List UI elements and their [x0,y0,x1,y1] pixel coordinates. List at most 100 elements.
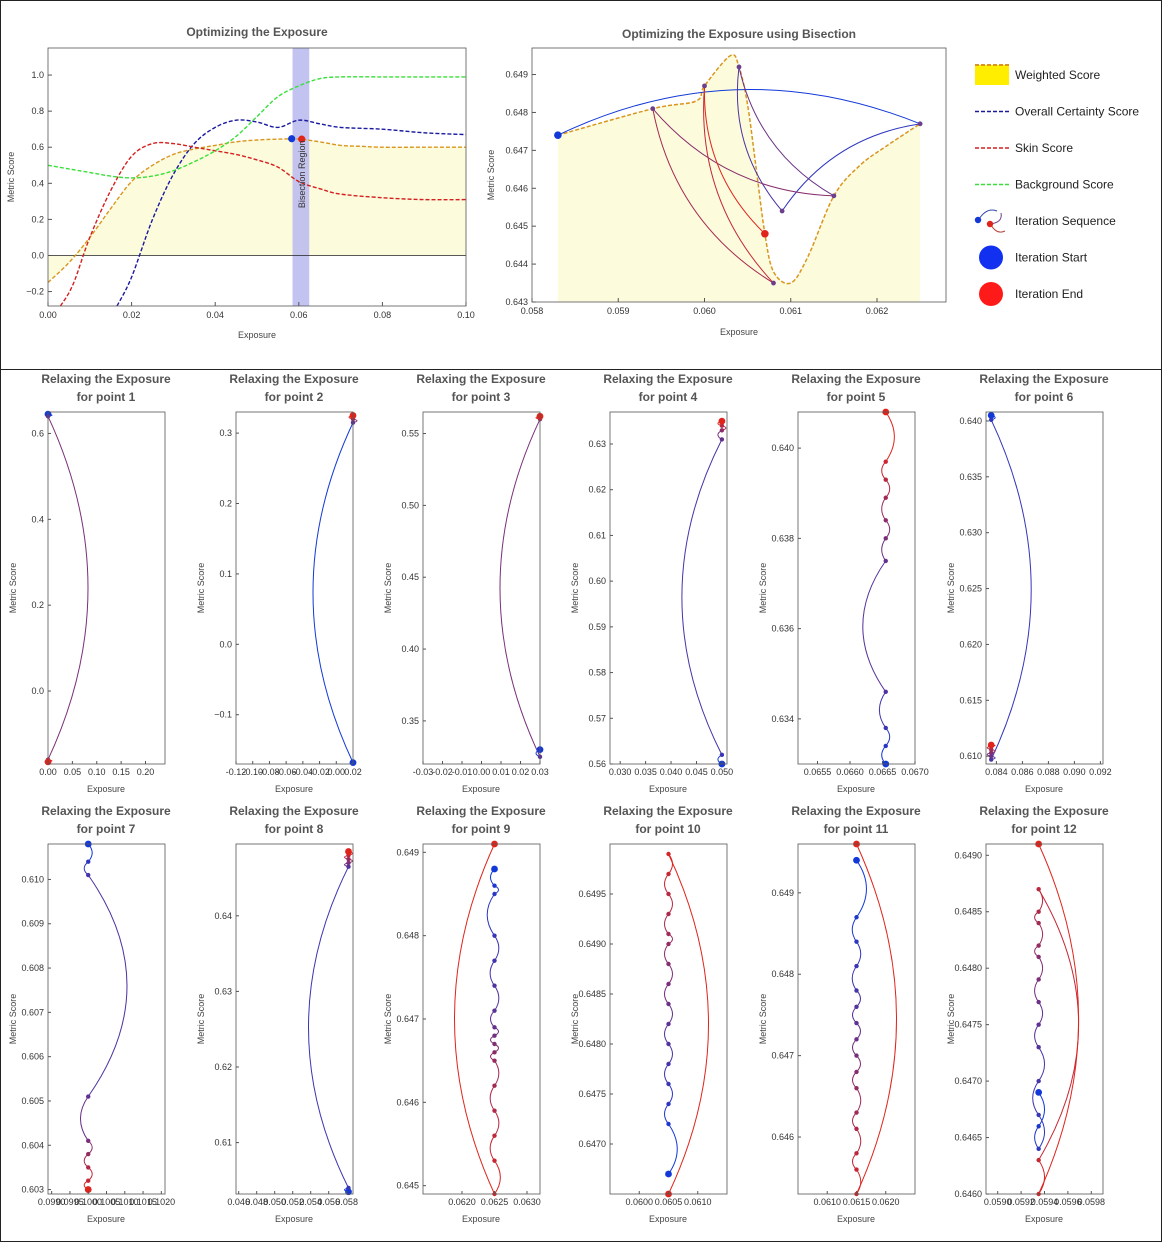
y-tick-label: 0.57 [588,713,606,723]
x-tick-label: 0.08 [374,310,392,320]
y-tick-label: 0.4 [31,514,44,524]
relax-arc [668,853,709,1195]
relax-arc [668,893,673,915]
legend-label: Skin Score [1015,141,1073,155]
relax-arc [668,1083,673,1105]
iteration-point [666,1041,671,1047]
iteration-point [666,961,671,967]
certainty-score-line [116,119,466,306]
y-tick-label: 0.646 [771,1132,794,1142]
relax-plot-1: Relaxing the Exposure for point 1 0.00 0.05… [8,372,171,794]
x-tick-label: -0.04 [293,767,314,777]
relax-arc [308,866,349,1189]
iteration-point [1036,977,1041,982]
iteration-point [854,1053,859,1058]
iteration-point [854,1110,859,1115]
y-tick-label: 0.6465 [954,1133,982,1143]
relax-title: Relaxing the Exposure [416,804,546,818]
iteration-point [854,1167,859,1172]
legend: Weighted Score Overall Certainty Score Ski… [965,58,1155,313]
y-tick-label: −0.1 [214,710,232,720]
y-tick-label: 0.647 [771,1051,794,1061]
relax-arc [852,1112,857,1130]
y-axis-label: Metric Score [570,994,580,1045]
relax-arc [862,560,887,693]
weighted-swatch [975,65,1009,85]
relax-grid: Relaxing the Exposure for point 1 0.00 0.05… [0,370,1162,1242]
x-tick-label: 0.0596 [1054,1197,1082,1207]
iteration-point [1036,886,1041,892]
iteration-point [989,757,994,762]
y-axis-label: Metric Score [758,563,768,614]
relax-subtitle: for point 8 [265,822,324,836]
relax-subtitle: for point 2 [265,390,324,404]
x-axis-label: Exposure [837,784,875,794]
relax-subtitle: for point 5 [827,390,886,404]
relax-arc [664,943,669,965]
x-tick-label: 0.088 [1037,767,1060,777]
iteration-point [1036,1045,1041,1050]
x-tick-label: 0.0630 [513,1197,541,1207]
x-tick-label: 0.0665 [869,767,897,777]
y-tick-label: 0.6470 [578,1139,606,1149]
relax-arc [79,1096,89,1142]
y-tick-label: 0.643 [505,297,528,307]
y-tick-label: 0.636 [771,624,794,634]
relax-title: Relaxing the Exposure [603,804,733,818]
relax-subtitle: for point 7 [77,822,136,836]
iteration-end-point [345,848,352,855]
relax-frame [235,411,354,765]
iteration-point [492,1108,497,1113]
y-tick-label: 0.35 [401,716,419,726]
y-axis-label: Metric Score [8,994,18,1045]
relax-arc [881,538,887,562]
x-tick-label: 0.052 [281,1197,304,1207]
x-tick-label: 0.050 [263,1197,286,1207]
big-dot [979,282,1003,306]
iteration-point [492,933,497,938]
iteration-point [1036,1157,1041,1163]
relax-subtitle: for point 4 [639,390,698,404]
relax-subtitle: for point 6 [1015,390,1074,404]
y-tick-label: 0.646 [396,1097,419,1107]
relax-frame [797,843,916,1195]
y-tick-label: 0.648 [771,969,794,979]
iteration-point [1036,954,1041,960]
x-tick-label: 0.0600 [625,1197,653,1207]
legend-label: Weighted Score [1015,68,1100,82]
relax-subtitle: for point 3 [452,390,511,404]
x-tick-label: 0.0610 [813,1197,841,1207]
x-tick-label: 0.059 [607,306,630,316]
relax-arc [664,1023,669,1045]
y-tick-label: 0.638 [771,533,794,543]
relax-arc [1038,888,1080,1161]
iteration-point [1036,943,1041,948]
relax-arc [664,983,669,1005]
relax-plot-5: Relaxing the Exposure for point 5 0.0655 0.… [758,372,929,794]
iteration-point [1036,1146,1041,1152]
y-tick-label: 0.61 [214,1138,232,1148]
relax-arc [852,1038,857,1056]
x-tick-label: 0.090 [1063,767,1086,777]
y-axis-label: Metric Score [946,994,956,1045]
iteration-arrow-icon [974,209,1006,233]
y-axis-label: Metric Score [196,994,206,1045]
x-axis-label: Exposure [238,330,276,340]
iteration-mid-point [650,106,656,112]
iteration-point [666,941,671,947]
x-tick-label: 0.00 [39,767,57,777]
x-tick-label: 0.050 [711,767,734,777]
relax-arc [878,691,887,729]
y-tick-label: 0.2 [31,214,44,224]
x-axis-label: Exposure [649,1214,687,1224]
x-tick-label: -0.08 [259,767,280,777]
iteration-point [854,915,859,920]
relax-arc [1034,979,1040,1003]
red-dot-icon [979,282,1003,306]
chart-title: Optimizing the Exposure using Bisection [622,27,856,41]
weighted-score-fill [557,54,921,302]
relax-arc [1038,1159,1046,1195]
x-axis-label: Exposure [87,1214,125,1224]
